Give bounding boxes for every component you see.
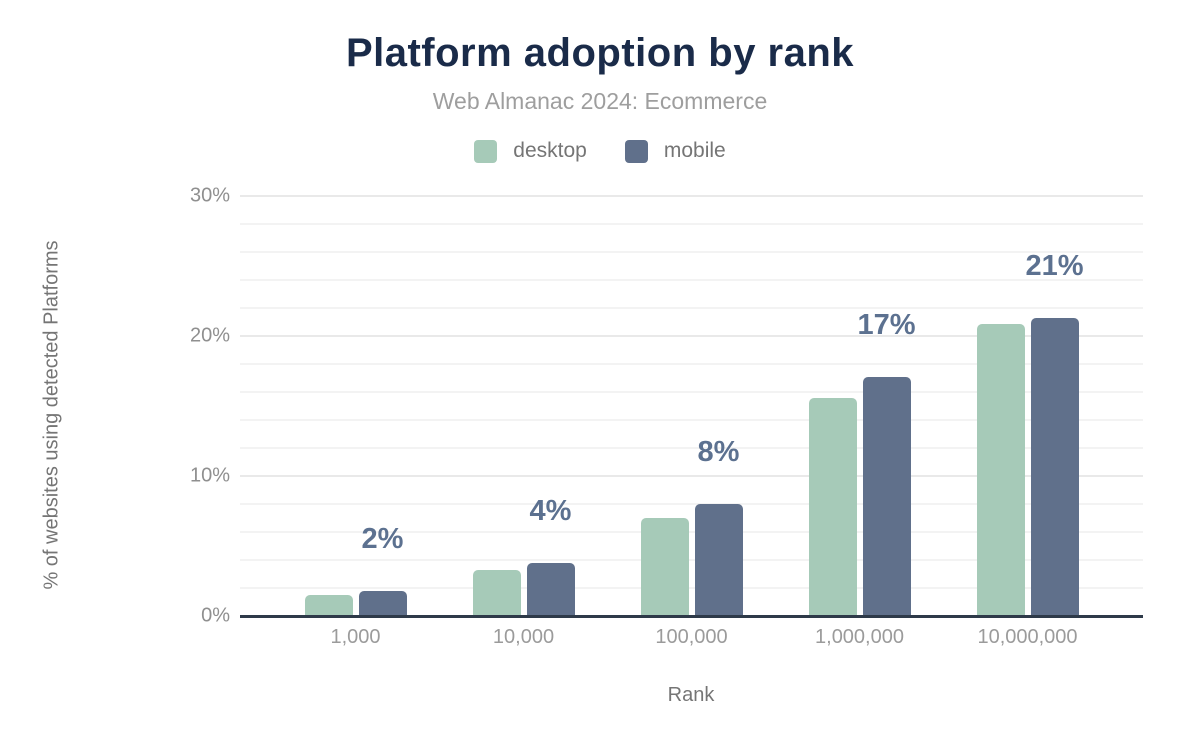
y-tick-label: 0% [201,604,230,627]
gridline-major [240,195,1143,197]
gridline-minor [240,447,1143,449]
gridline-minor [240,531,1143,533]
bar-desktop-100000[interactable] [640,518,689,615]
x-axis-title: Rank [667,684,715,706]
mobile-swatch-icon [624,139,648,163]
bar-mobile-100000[interactable] [694,504,743,615]
gridline-minor [240,363,1143,365]
gridline-minor [240,223,1143,225]
legend: desktop mobile [0,139,1200,163]
y-axis-title: % of websites using detected Platforms [40,240,63,590]
legend-label-desktop: desktop [513,139,587,162]
x-axis-line [240,615,1143,618]
chart-subtitle: Web Almanac 2024: Ecommerce [432,88,768,114]
gridline-minor [240,587,1143,589]
bar-mobile-1000[interactable] [358,591,407,615]
gridline-minor [240,391,1143,393]
gridline-minor [240,503,1143,505]
gridline-minor [240,559,1143,561]
y-tick-label: 30% [189,184,230,207]
bar-desktop-10000000[interactable] [976,323,1025,615]
bar-value-label: 21% [1025,250,1084,283]
x-tick-label: 10,000,000 [977,626,1078,648]
legend-label-mobile: mobile [663,139,726,162]
gridline-minor [240,307,1143,309]
y-tick-label: 20% [189,324,230,347]
x-tick-label: 100,000 [655,626,728,648]
bar-value-label: 17% [857,309,916,341]
bar-mobile-1000000[interactable] [862,377,911,615]
desktop-swatch-icon [474,139,498,163]
gridline-minor [240,419,1143,421]
chart-title: Platform adoption by rank [345,31,855,75]
gridline-minor [240,279,1143,281]
legend-item-desktop[interactable]: desktop [474,139,587,163]
bar-mobile-10000[interactable] [526,563,575,615]
bar-desktop-1000[interactable] [304,595,353,615]
gridline-major [240,335,1143,337]
bar-value-label: 8% [697,436,740,469]
bar-value-label: 2% [361,523,404,556]
bar-desktop-10000[interactable] [472,570,521,615]
y-tick-label: 10% [189,464,230,487]
x-tick-label: 1,000,000 [815,626,904,648]
x-tick-label: 10,000 [492,626,555,648]
bar-value-label: 4% [529,495,572,528]
gridline-minor [240,251,1143,253]
gridline-major [240,475,1143,477]
legend-item-mobile[interactable]: mobile [624,139,726,163]
x-tick-label: 1,000 [330,626,381,648]
bar-desktop-1000000[interactable] [808,398,857,615]
bar-mobile-10000000[interactable] [1030,318,1079,615]
